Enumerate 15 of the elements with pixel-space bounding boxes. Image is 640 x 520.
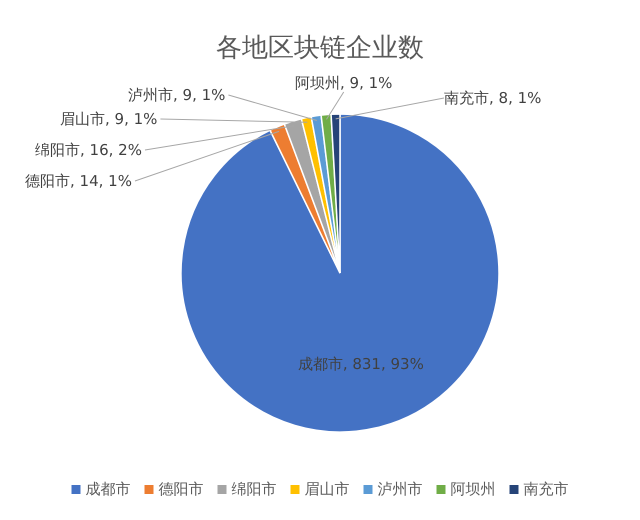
data-label: 眉山市, 9, 1% [60,110,158,128]
legend-label: 德阳市 [158,480,204,498]
legend-label: 眉山市 [304,480,350,498]
legend-label: 成都市 [86,480,130,498]
legend-label: 阿坝州 [450,480,496,498]
data-label: 阿坝州, 9, 1% [295,74,392,92]
legend-label: 泸州市 [378,480,422,498]
legend-label: 南充市 [524,480,568,498]
data-label: 成都市, 831, 93% [298,354,424,373]
data-label: 绵阳市, 16, 2% [35,141,142,159]
data-label: 泸州市, 9, 1% [128,86,226,104]
data-label: 南充市, 8, 1% [444,89,542,107]
data-label: 德阳市, 14, 1% [25,172,132,190]
chart-title: 各地区块链企业数 [216,33,424,63]
legend-label: 绵阳市 [232,480,276,498]
